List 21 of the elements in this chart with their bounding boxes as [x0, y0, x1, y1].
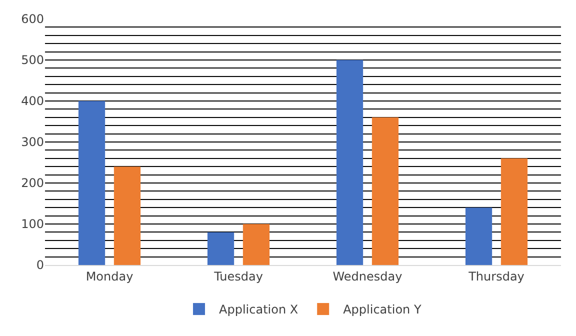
y-tick-label: 500	[21, 53, 44, 68]
legend-label: Application Y	[343, 302, 422, 317]
bar	[336, 60, 364, 265]
bar	[78, 101, 106, 265]
x-tick-label: Tuesday	[213, 269, 263, 284]
bar	[500, 158, 528, 265]
bar	[114, 166, 141, 265]
bar	[207, 232, 234, 265]
bar	[465, 208, 492, 265]
legend-label: Application X	[219, 302, 298, 317]
x-tick-label: Thursday	[468, 269, 524, 284]
x-tick-label: Monday	[86, 269, 134, 284]
y-tick-label: 0	[36, 258, 44, 272]
y-tick-label: 300	[21, 135, 44, 150]
y-tick-label: 100	[21, 217, 44, 232]
y-tick-label: 200	[21, 176, 44, 190]
bar	[242, 224, 270, 265]
y-tick-label: 600	[21, 12, 44, 26]
y-tick-label: 400	[21, 94, 44, 108]
x-tick-label: Wednesday	[332, 269, 402, 284]
bar	[372, 117, 399, 265]
